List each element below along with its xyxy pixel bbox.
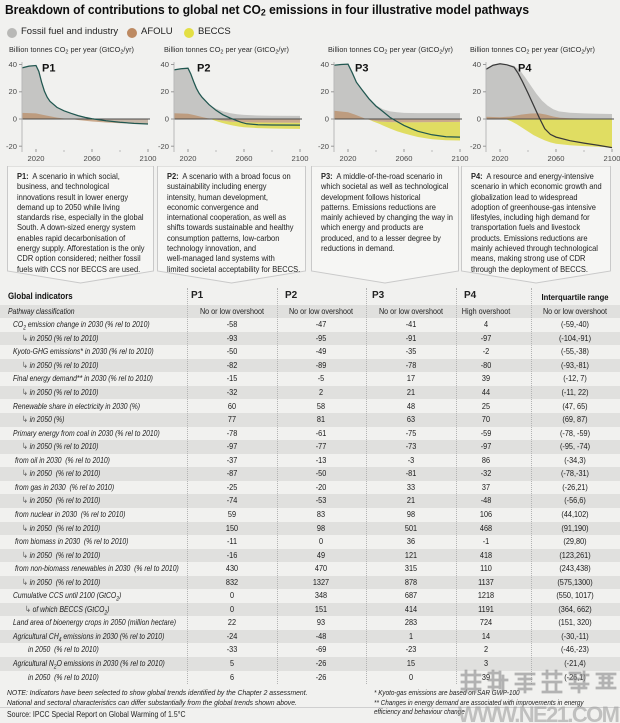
- svg-text:-20: -20: [470, 142, 481, 151]
- svg-text:Billion tonnes CO2 per year (G: Billion tonnes CO2 per year (GtCO2/yr): [328, 45, 453, 56]
- svg-text:0: 0: [477, 115, 481, 124]
- svg-text:-20: -20: [318, 142, 329, 151]
- svg-text:20: 20: [473, 87, 481, 96]
- svg-text:2060: 2060: [548, 154, 565, 163]
- svg-text:P2: P2: [197, 63, 210, 75]
- svg-text:WWW.NE21.COM: WWW.NE21.COM: [458, 702, 620, 723]
- svg-text:-20: -20: [6, 142, 17, 151]
- svg-text:2100: 2100: [452, 154, 469, 163]
- svg-text:2100: 2100: [604, 154, 620, 163]
- svg-text:0: 0: [325, 115, 329, 124]
- svg-text:2020: 2020: [492, 154, 509, 163]
- svg-text:2020: 2020: [180, 154, 197, 163]
- svg-text:2100: 2100: [140, 154, 157, 163]
- svg-text:2020: 2020: [340, 154, 357, 163]
- svg-text:2060: 2060: [84, 154, 101, 163]
- svg-text:2060: 2060: [396, 154, 413, 163]
- svg-text:Billion tonnes CO2 per year (G: Billion tonnes CO2 per year (GtCO2/yr): [164, 45, 289, 56]
- svg-text:-20: -20: [158, 142, 169, 151]
- svg-text:40: 40: [9, 60, 17, 69]
- svg-text:Billion tonnes CO2 per year (G: Billion tonnes CO2 per year (GtCO2/yr): [9, 45, 134, 56]
- svg-text:P3: P3: [355, 63, 368, 75]
- svg-text:2020: 2020: [28, 154, 45, 163]
- svg-text:40: 40: [161, 60, 169, 69]
- svg-text:2060: 2060: [236, 154, 253, 163]
- svg-text:20: 20: [321, 87, 329, 96]
- svg-text:0: 0: [13, 115, 17, 124]
- svg-text:20: 20: [9, 87, 17, 96]
- svg-text:40: 40: [321, 60, 329, 69]
- svg-text:2100: 2100: [292, 154, 309, 163]
- svg-text:P1: P1: [42, 63, 55, 75]
- svg-text:Billion tonnes CO2 per year (G: Billion tonnes CO2 per year (GtCO2/yr): [470, 45, 595, 56]
- svg-text:40: 40: [473, 60, 481, 69]
- svg-text:20: 20: [161, 87, 169, 96]
- svg-text:P4: P4: [518, 63, 532, 75]
- svg-text:0: 0: [165, 115, 169, 124]
